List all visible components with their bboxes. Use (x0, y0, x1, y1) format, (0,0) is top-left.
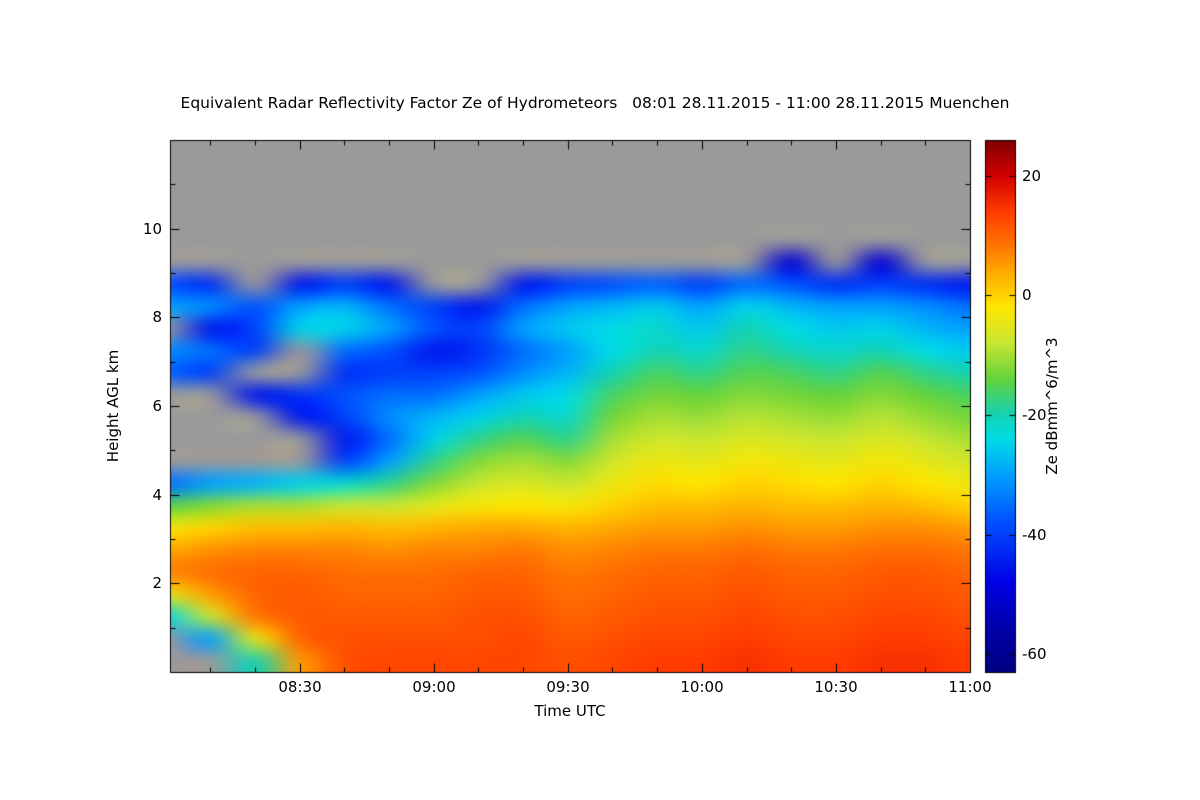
x-tick-label: 10:30 (814, 678, 858, 696)
y-tick-label: 8 (152, 308, 162, 326)
x-tick-label: 09:00 (412, 678, 456, 696)
colorbar-tick-label: -20 (1022, 406, 1047, 424)
x-tick-label: 08:30 (278, 678, 322, 696)
y-tick-label: 6 (152, 397, 162, 415)
y-tick-label: 4 (152, 486, 162, 504)
y-tick-label: 2 (152, 574, 162, 592)
y-tick-label: 10 (142, 220, 162, 238)
y-axis-label: Height AGL km (104, 349, 122, 463)
x-axis-label: Time UTC (534, 702, 606, 720)
colorbar-tick-label: 0 (1022, 286, 1032, 304)
colorbar-tick-label: -40 (1022, 526, 1047, 544)
x-tick-label: 11:00 (948, 678, 992, 696)
x-tick-label: 10:00 (680, 678, 724, 696)
colorbar-tick-label: 20 (1022, 167, 1042, 185)
chart-title: Equivalent Radar Reflectivity Factor Ze … (180, 94, 1010, 112)
colorbar-tick-label: -60 (1022, 645, 1047, 663)
x-tick-label: 09:30 (546, 678, 590, 696)
